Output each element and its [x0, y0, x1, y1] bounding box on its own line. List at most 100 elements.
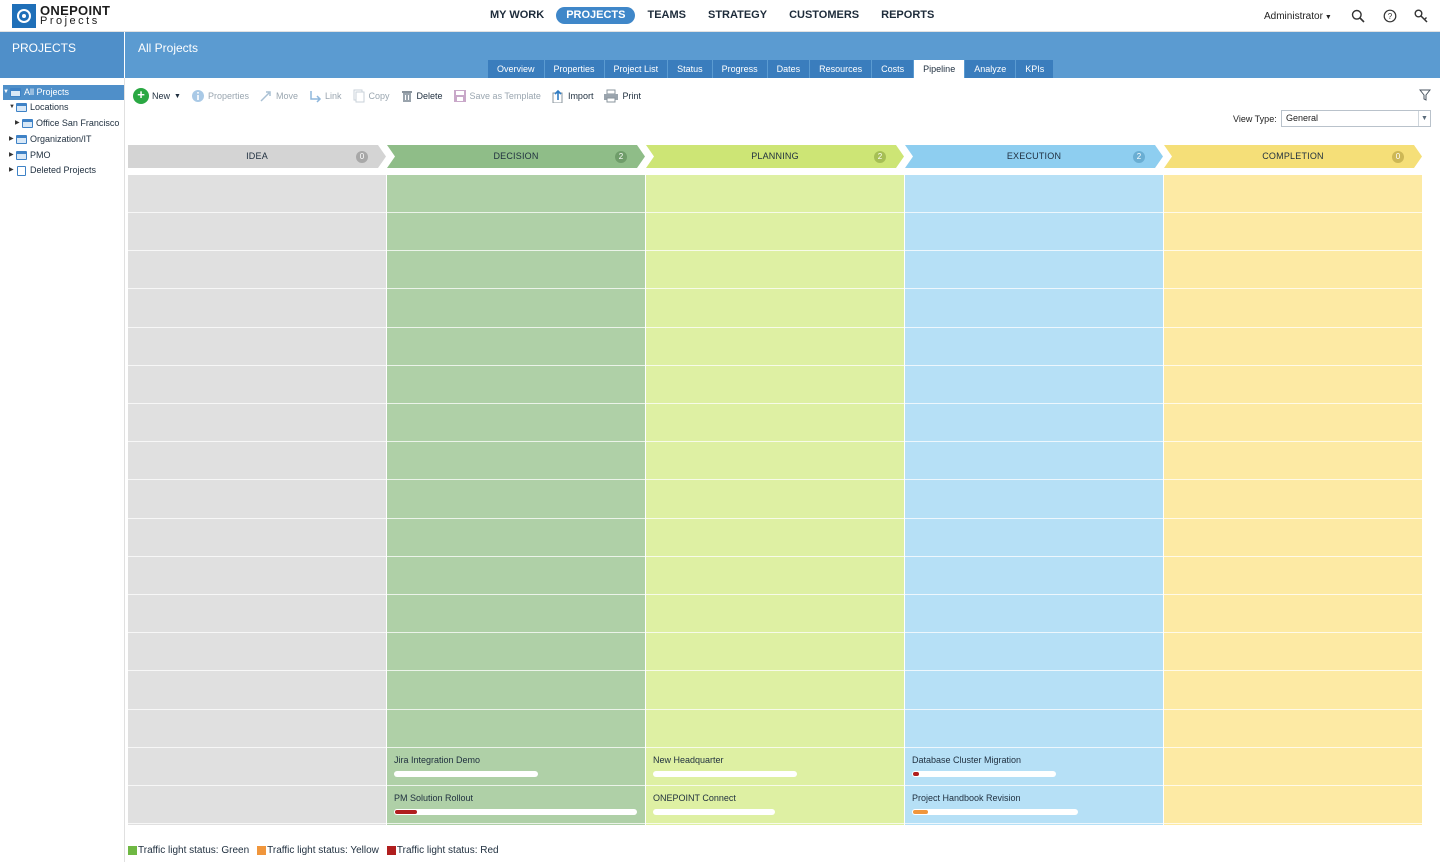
project-name[interactable]: Project Handbook Revision	[912, 793, 1021, 804]
tree-item-locations[interactable]: ▼ Locations	[9, 100, 69, 115]
stage-arrow-fill	[905, 145, 1163, 168]
tab-analyze[interactable]: Analyze	[965, 60, 1016, 78]
properties-label: Properties	[207, 91, 249, 101]
project-name[interactable]: New Headquarter	[653, 755, 724, 765]
save-as-template-button[interactable]: Save as Template	[453, 89, 541, 103]
print-button[interactable]: Print	[603, 89, 641, 103]
help-icon[interactable]: ?	[1383, 9, 1397, 23]
project-name[interactable]: Jira Integration Demo	[394, 755, 481, 765]
empty-slot	[1164, 481, 1422, 519]
page-header: All Projects Overview Properties Project…	[125, 32, 1440, 78]
collapse-triangle-icon[interactable]: ▶	[15, 120, 20, 126]
new-button[interactable]: + New ▼	[133, 88, 181, 104]
project-name[interactable]: Database Cluster Migration	[912, 755, 1022, 765]
tab-costs[interactable]: Costs	[872, 60, 914, 78]
collapse-triangle-icon[interactable]: ▶	[9, 152, 14, 158]
project-card[interactable]: Database Cluster Migration	[905, 748, 1163, 786]
view-type-select[interactable]: General ▼	[1281, 110, 1431, 127]
nav-projects[interactable]: PROJECTS	[556, 7, 636, 24]
collapse-triangle-icon[interactable]: ▶	[9, 136, 14, 142]
delete-button[interactable]: Delete	[400, 89, 443, 103]
progress-fill	[913, 810, 928, 815]
toolbar: + New ▼ Properties Move Link Copy Delete…	[133, 87, 651, 105]
move-button[interactable]: Move	[259, 89, 298, 103]
project-card[interactable]: PM Solution Rollout	[387, 786, 645, 825]
copy-button[interactable]: Copy	[352, 89, 390, 103]
tree-item-label: Organization/IT	[30, 134, 92, 144]
properties-button[interactable]: Properties	[191, 89, 249, 103]
user-menu[interactable]: Administrator ▼	[1264, 11, 1332, 22]
logo-mark-icon	[12, 4, 36, 28]
tree-item-all-projects[interactable]: ▼ All Projects	[3, 85, 124, 100]
onepoint-logo[interactable]: ONEPOINT Projects	[12, 3, 110, 29]
legend-item-yellow: Traffic light status: Yellow	[257, 845, 379, 856]
tree-item-organization-it[interactable]: ▶ Organization/IT	[9, 132, 92, 147]
search-icon[interactable]	[1351, 9, 1365, 23]
empty-slot	[128, 748, 386, 786]
tab-status[interactable]: Status	[668, 60, 712, 78]
page-title: All Projects	[138, 41, 199, 55]
empty-slot	[1164, 710, 1422, 748]
tab-kpis[interactable]: KPIs	[1016, 60, 1054, 78]
project-card[interactable]: Jira Integration Demo	[387, 748, 645, 786]
nav-my-work[interactable]: MY WORK	[490, 9, 545, 21]
stage-arrow-fill	[128, 145, 386, 168]
filter-icon[interactable]	[1419, 89, 1431, 101]
tab-resources[interactable]: Resources	[810, 60, 872, 78]
link-button[interactable]: Link	[308, 89, 342, 103]
tab-properties[interactable]: Properties	[544, 60, 604, 78]
view-tabs: Overview Properties Project List Status …	[488, 60, 1054, 78]
tab-dates[interactable]: Dates	[767, 60, 810, 78]
tab-project-list[interactable]: Project List	[604, 60, 668, 78]
project-card[interactable]: New Headquarter	[646, 748, 904, 786]
empty-slot	[646, 672, 904, 710]
stage-arrow-shape	[646, 145, 904, 168]
folder-icon	[22, 119, 33, 128]
key-icon[interactable]	[1414, 9, 1428, 23]
stage-label: COMPLETION	[1262, 151, 1324, 161]
trash-icon	[401, 91, 412, 102]
tree-item-deleted-projects[interactable]: ▶ Deleted Projects	[9, 163, 96, 178]
legend-label: Traffic light status: Yellow	[267, 845, 379, 856]
project-card[interactable]: ONEPOINT Connect	[646, 786, 904, 825]
project-name[interactable]: PM Solution Rollout	[394, 793, 474, 804]
copy-icon	[353, 89, 365, 103]
empty-slot	[128, 519, 386, 557]
tab-pipeline[interactable]: Pipeline	[914, 60, 965, 78]
expand-triangle-icon[interactable]: ▼	[3, 89, 9, 95]
nav-reports[interactable]: REPORTS	[881, 9, 935, 21]
nav-teams[interactable]: TEAMS	[647, 9, 686, 21]
stage-arrow-shape	[128, 145, 386, 168]
top-navigation-bar: ONEPOINT Projects MY WORK PROJECTS TEAMS…	[0, 0, 1440, 32]
empty-slot	[1164, 557, 1422, 595]
expand-triangle-icon[interactable]: ▼	[9, 104, 15, 110]
link-icon	[310, 91, 322, 103]
empty-slot	[387, 481, 645, 519]
tree-item-label: PMO	[30, 150, 51, 160]
logo-text: ONEPOINT Projects	[40, 4, 110, 27]
tab-overview[interactable]: Overview	[488, 60, 544, 78]
project-name[interactable]: ONEPOINT Connect	[653, 793, 736, 804]
empty-slot	[646, 442, 904, 481]
folder-icon	[16, 103, 27, 112]
collapse-triangle-icon[interactable]: ▶	[9, 167, 14, 173]
stage-label: EXECUTION	[1006, 151, 1062, 161]
tree-item-label: Deleted Projects	[30, 165, 97, 175]
empty-slot	[646, 595, 904, 634]
project-card[interactable]: Project Handbook Revision	[905, 786, 1163, 825]
nav-strategy[interactable]: STRATEGY	[707, 9, 768, 21]
link-label: Link	[325, 91, 342, 101]
empty-slot	[128, 633, 386, 672]
stage-column-completion	[1164, 175, 1422, 825]
tree-item-office-san-francisco[interactable]: ▶ Office San Francisco	[15, 116, 119, 131]
empty-slot	[646, 633, 904, 672]
import-button[interactable]: Import	[551, 89, 593, 103]
stage-arrow-fill	[646, 145, 904, 168]
chevron-down-icon[interactable]: ▼	[1418, 111, 1430, 126]
tree-item-pmo[interactable]: ▶ PMO	[9, 148, 51, 163]
empty-slot	[1164, 366, 1422, 404]
stage-count-badge: 2	[1133, 151, 1145, 163]
tab-progress[interactable]: Progress	[712, 60, 767, 78]
nav-customers[interactable]: CUSTOMERS	[789, 9, 860, 21]
empty-slot	[905, 633, 1163, 672]
